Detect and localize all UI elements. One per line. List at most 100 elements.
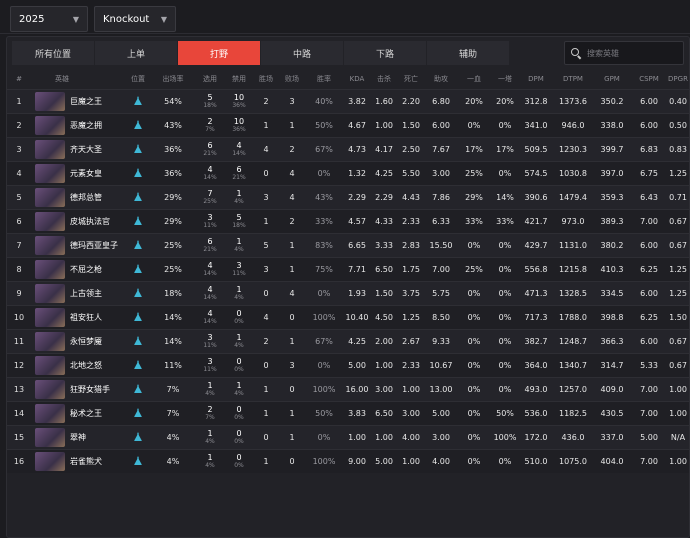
- cell-losses: 1: [279, 328, 305, 353]
- cell-kda: 2.29: [343, 184, 371, 209]
- cell-deaths: 2.33: [397, 208, 425, 233]
- column-header[interactable]: 胜场: [259, 74, 273, 83]
- table-row[interactable]: 4 元素女皇 36% 4 14% 6 21% 0 4 0% 1.32 4.25 5.50 3…: [7, 160, 689, 185]
- table-row[interactable]: 10 祖安狂人 14% 4 14% 0 0% 4 0 100% 10.40 4.50 1.…: [7, 304, 689, 329]
- tab-1[interactable]: 上单: [95, 41, 178, 65]
- cell-kills: 2.29: [371, 184, 397, 209]
- cell-hero[interactable]: 皮城执法官: [31, 208, 125, 233]
- column-header[interactable]: GPM: [604, 74, 620, 83]
- table-row[interactable]: 7 德玛西亚皇子 25% 6 21% 1 4% 5 1 83% 6.65 3.33 2.8…: [7, 232, 689, 257]
- bans-rate: 4%: [234, 293, 244, 301]
- picks-rate: 4%: [205, 437, 215, 445]
- cell-role: [125, 184, 151, 209]
- table-row[interactable]: 5 德邦总管 29% 7 25% 1 4% 3 4 43% 2.29 2.29 4.43 7…: [7, 184, 689, 209]
- cell-kda: 3.82: [343, 88, 371, 113]
- tab-0[interactable]: 所有位置: [12, 41, 95, 65]
- column-header[interactable]: 助攻: [434, 74, 448, 83]
- cell-hero[interactable]: 巨魔之王: [31, 88, 125, 113]
- column-header[interactable]: 选用: [203, 74, 217, 83]
- tab-4[interactable]: 下路: [344, 41, 427, 65]
- column-header[interactable]: DPGR: [668, 74, 688, 83]
- cell-hero[interactable]: 恶魔之拥: [31, 112, 125, 137]
- table-row[interactable]: 14 秘术之王 7% 2 7% 0 0% 1 1 50% 3.83 6.50 3.00 5.…: [7, 400, 689, 425]
- column-header[interactable]: 击杀: [377, 74, 391, 83]
- cell-hero[interactable]: 祖安狂人: [31, 304, 125, 329]
- table-row[interactable]: 12 北地之怒 11% 3 11% 0 0% 0 3 0% 5.00 1.00 2.33 1…: [7, 352, 689, 377]
- table-row[interactable]: 16 岩雀熊犬 4% 1 4% 0 0% 1 0 100% 9.00 5.00 1.00 4…: [7, 448, 689, 473]
- column-header[interactable]: DTPM: [563, 74, 583, 83]
- cell-hero[interactable]: 岩雀熊犬: [31, 448, 125, 473]
- cell-hero[interactable]: 狂野女猎手: [31, 376, 125, 401]
- hero-portrait: [35, 283, 65, 303]
- cell-hero[interactable]: 齐天大圣: [31, 136, 125, 161]
- table-row[interactable]: 9 上古领主 18% 4 14% 1 4% 0 4 0% 1.93 1.50 3.75 5.…: [7, 280, 689, 305]
- cell-losses: 3: [279, 88, 305, 113]
- cell-deaths: 1.00: [397, 376, 425, 401]
- column-header[interactable]: 败场: [285, 74, 299, 83]
- hero-name: 狂野女猎手: [70, 384, 110, 394]
- cell-role: [125, 448, 151, 473]
- cell-assists: 7.67: [425, 136, 457, 161]
- year-select[interactable]: 2025 ▼: [10, 6, 88, 32]
- tab-2[interactable]: 打野: [178, 41, 261, 65]
- tab-3[interactable]: 中路: [261, 41, 344, 65]
- cell-cspm: 5.33: [631, 352, 667, 377]
- cell-dpgr: 1.00: [667, 400, 689, 425]
- cell-hero[interactable]: 德玛西亚皇子: [31, 232, 125, 257]
- cell-fb: 0%: [457, 352, 491, 377]
- table-row[interactable]: 2 恶魔之拥 43% 2 7% 10 36% 1 1 50% 4.67 1.00 1.50…: [7, 112, 689, 137]
- column-header[interactable]: 死亡: [404, 74, 418, 83]
- column-header[interactable]: 胜率: [317, 74, 331, 83]
- cell-ft: 100%: [491, 424, 519, 449]
- bans-count: 1: [236, 332, 242, 342]
- column-header[interactable]: 一血: [467, 74, 481, 83]
- cell-hero[interactable]: 北地之怒: [31, 352, 125, 377]
- search-input[interactable]: [587, 48, 677, 58]
- cell-cspm: 6.25: [631, 304, 667, 329]
- cell-winrate: 33%: [305, 208, 343, 233]
- cell-ft: 20%: [491, 88, 519, 113]
- tab-5[interactable]: 辅助: [427, 41, 510, 65]
- table-row[interactable]: 6 皮城执法官 29% 3 11% 5 18% 1 2 33% 4.57 4.33 2.3…: [7, 208, 689, 233]
- hero-name: 岩雀熊犬: [70, 456, 102, 466]
- cell-wins: 4: [253, 304, 279, 329]
- cell-hero[interactable]: 上古领主: [31, 280, 125, 305]
- table-row[interactable]: 1 巨魔之王 54% 5 18% 10 36% 2 3 40% 3.82 1.60 2.2…: [7, 88, 689, 113]
- cell-hero[interactable]: 永恒梦魇: [31, 328, 125, 353]
- column-header[interactable]: 禁用: [232, 74, 246, 83]
- cell-dtpm: 1182.5: [553, 400, 593, 425]
- bans-rate: 36%: [232, 101, 246, 109]
- cell-rank: 16: [7, 448, 31, 473]
- cell-rank: 3: [7, 136, 31, 161]
- table-row[interactable]: 13 狂野女猎手 7% 1 4% 1 4% 1 0 100% 16.00 3.00 1.0…: [7, 376, 689, 401]
- cell-hero[interactable]: 元素女皇: [31, 160, 125, 185]
- cell-gpm: 398.8: [593, 304, 631, 329]
- table-row[interactable]: 15 翠神 4% 1 4% 0 0% 0 1 0% 1.00 1.00 4.00 3.00 0…: [7, 424, 689, 449]
- cell-hero[interactable]: 翠神: [31, 424, 125, 449]
- cell-winrate: 50%: [305, 400, 343, 425]
- column-header[interactable]: 一塔: [498, 74, 512, 83]
- cell-hero[interactable]: 不屈之枪: [31, 256, 125, 281]
- column-header[interactable]: CSPM: [639, 74, 659, 83]
- cell-dtpm: 1340.7: [553, 352, 593, 377]
- cell-dpm: 717.3: [519, 304, 553, 329]
- column-header[interactable]: 出场率: [162, 74, 184, 83]
- column-header[interactable]: KDA: [349, 74, 365, 83]
- table-row[interactable]: 8 不屈之枪 25% 4 14% 3 11% 3 1 75% 7.71 6.50 1.75…: [7, 256, 689, 281]
- cell-role: [125, 400, 151, 425]
- picks-rate: 11%: [203, 221, 217, 229]
- table-row[interactable]: 3 齐天大圣 36% 6 21% 4 14% 4 2 67% 4.73 4.17 2.50…: [7, 136, 689, 161]
- column-header[interactable]: DPM: [528, 74, 544, 83]
- cell-hero[interactable]: 秘术之王: [31, 400, 125, 425]
- table-row[interactable]: 11 永恒梦魇 14% 3 11% 1 4% 2 1 67% 4.25 2.00 2.67…: [7, 328, 689, 353]
- cell-hero[interactable]: 德邦总管: [31, 184, 125, 209]
- cell-gpm: 338.0: [593, 112, 631, 137]
- cell-presence: 36%: [151, 136, 195, 161]
- search-box[interactable]: [564, 41, 684, 65]
- stage-select[interactable]: Knockout ▼: [94, 6, 176, 32]
- bans-count: 0: [236, 428, 242, 438]
- hero-name: 永恒梦魇: [70, 336, 102, 346]
- cell-losses: 1: [279, 424, 305, 449]
- cell-deaths: 4.43: [397, 184, 425, 209]
- hero-portrait: [35, 139, 65, 159]
